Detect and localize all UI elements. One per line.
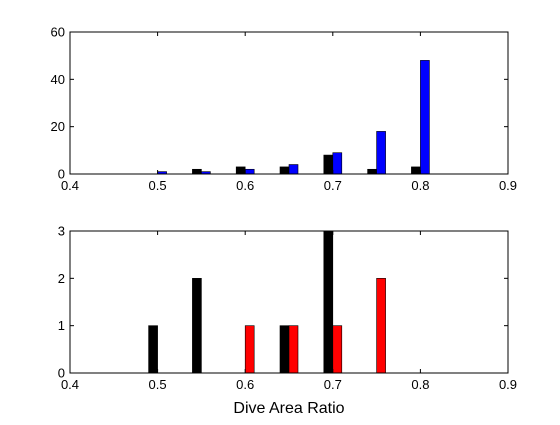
bar-s2-5 — [333, 153, 342, 174]
x-tick-label: 0.6 — [236, 178, 254, 193]
y-tick-label: 20 — [51, 119, 65, 134]
bar-s1-1 — [149, 326, 158, 373]
bar-s2-3 — [245, 326, 254, 373]
x-tick-label: 0.8 — [411, 377, 429, 392]
bar-s2-5 — [333, 326, 342, 373]
y-tick-label: 2 — [58, 271, 65, 286]
y-tick-label: 3 — [58, 224, 65, 239]
bar-s2-7 — [420, 60, 429, 174]
x-tick-label: 0.8 — [411, 178, 429, 193]
bar-s1-7 — [411, 167, 420, 174]
axes-box — [70, 32, 508, 174]
y-tick-label: 40 — [51, 72, 65, 87]
bar-s1-4 — [280, 326, 289, 373]
x-tick-label: 0.7 — [324, 377, 342, 392]
bar-s2-4 — [289, 326, 298, 373]
y-tick-label: 1 — [58, 318, 65, 333]
x-tick-label: 0.6 — [236, 377, 254, 392]
bar-s2-3 — [245, 169, 254, 174]
y-tick-label: 0 — [58, 366, 65, 381]
y-tick-label: 0 — [58, 167, 65, 182]
bar-s1-6 — [368, 169, 377, 174]
bar-s2-6 — [377, 278, 386, 373]
bar-s1-5 — [324, 231, 333, 373]
bar-s1-3 — [236, 167, 245, 174]
y-tick-label: 60 — [51, 25, 65, 40]
x-tick-label: 0.5 — [149, 377, 167, 392]
bar-s1-4 — [280, 167, 289, 174]
bar-s2-4 — [289, 165, 298, 174]
x-tick-label: 0.5 — [149, 178, 167, 193]
bar-s2-6 — [377, 131, 386, 174]
x-tick-label: 0.7 — [324, 178, 342, 193]
x-tick-label: 0.9 — [499, 178, 517, 193]
x-tick-label: 0.9 — [499, 377, 517, 392]
x-axis-title: Dive Area Ratio — [233, 400, 344, 417]
bar-s1-2 — [192, 278, 201, 373]
bar-s1-5 — [324, 155, 333, 174]
bar-s1-2 — [192, 169, 201, 174]
